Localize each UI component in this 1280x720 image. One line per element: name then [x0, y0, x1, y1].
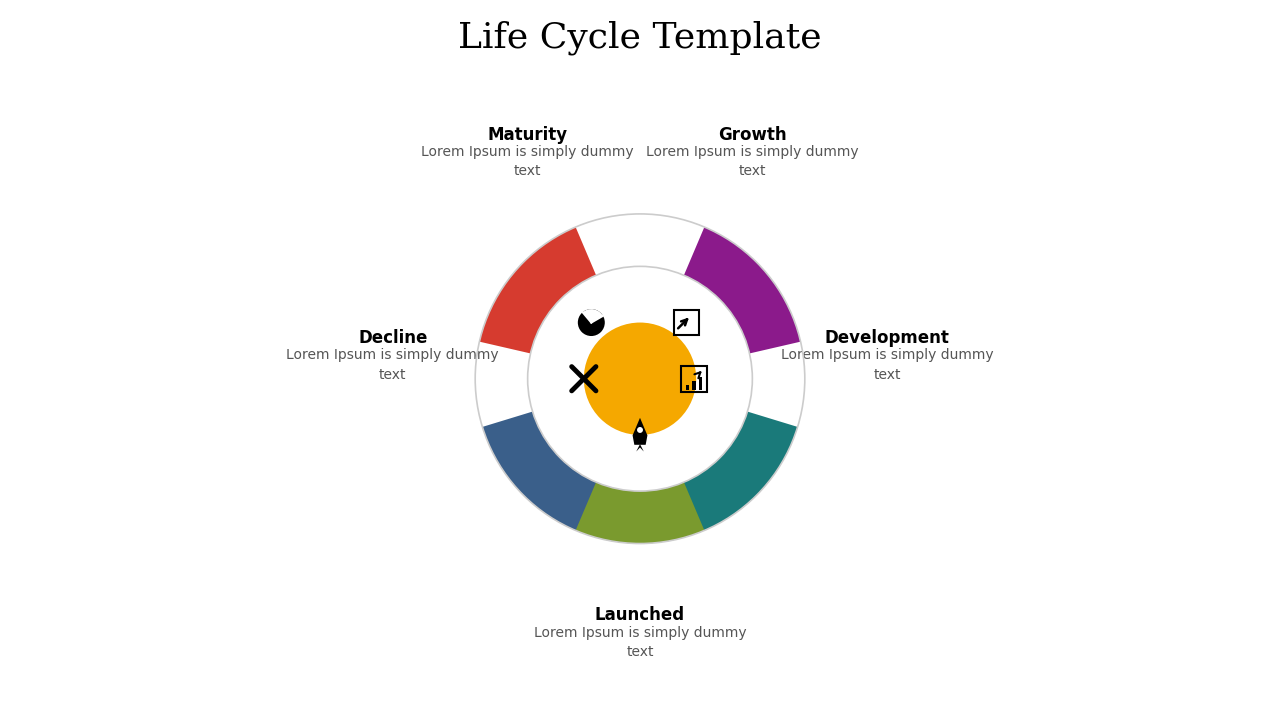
- Text: Development: Development: [824, 328, 950, 346]
- Text: Growth: Growth: [718, 126, 787, 144]
- Wedge shape: [684, 227, 800, 354]
- Text: Lorem Ipsum is simply dummy
text: Lorem Ipsum is simply dummy text: [534, 626, 746, 660]
- Bar: [699, 377, 703, 390]
- Polygon shape: [632, 418, 648, 445]
- Circle shape: [637, 427, 643, 433]
- Bar: [681, 366, 707, 392]
- Text: Lorem Ipsum is simply dummy
text: Lorem Ipsum is simply dummy text: [781, 348, 993, 382]
- Polygon shape: [640, 444, 644, 451]
- Text: Lorem Ipsum is simply dummy
text: Lorem Ipsum is simply dummy text: [421, 145, 634, 179]
- Wedge shape: [654, 412, 797, 542]
- Text: Life Cycle Template: Life Cycle Template: [458, 21, 822, 55]
- Wedge shape: [480, 227, 596, 354]
- Circle shape: [527, 266, 753, 491]
- Text: Lorem Ipsum is simply dummy
text: Lorem Ipsum is simply dummy text: [287, 348, 499, 382]
- Bar: [686, 385, 690, 390]
- Polygon shape: [636, 444, 640, 451]
- Text: Decline: Decline: [358, 328, 428, 346]
- Text: Lorem Ipsum is simply dummy
text: Lorem Ipsum is simply dummy text: [646, 145, 859, 179]
- Circle shape: [577, 309, 604, 336]
- Text: Maturity: Maturity: [488, 126, 568, 144]
- Wedge shape: [576, 482, 704, 544]
- Circle shape: [584, 323, 696, 435]
- Text: Launched: Launched: [595, 606, 685, 624]
- Wedge shape: [483, 412, 626, 542]
- Bar: [692, 381, 696, 390]
- Bar: [673, 310, 699, 336]
- Wedge shape: [582, 309, 603, 323]
